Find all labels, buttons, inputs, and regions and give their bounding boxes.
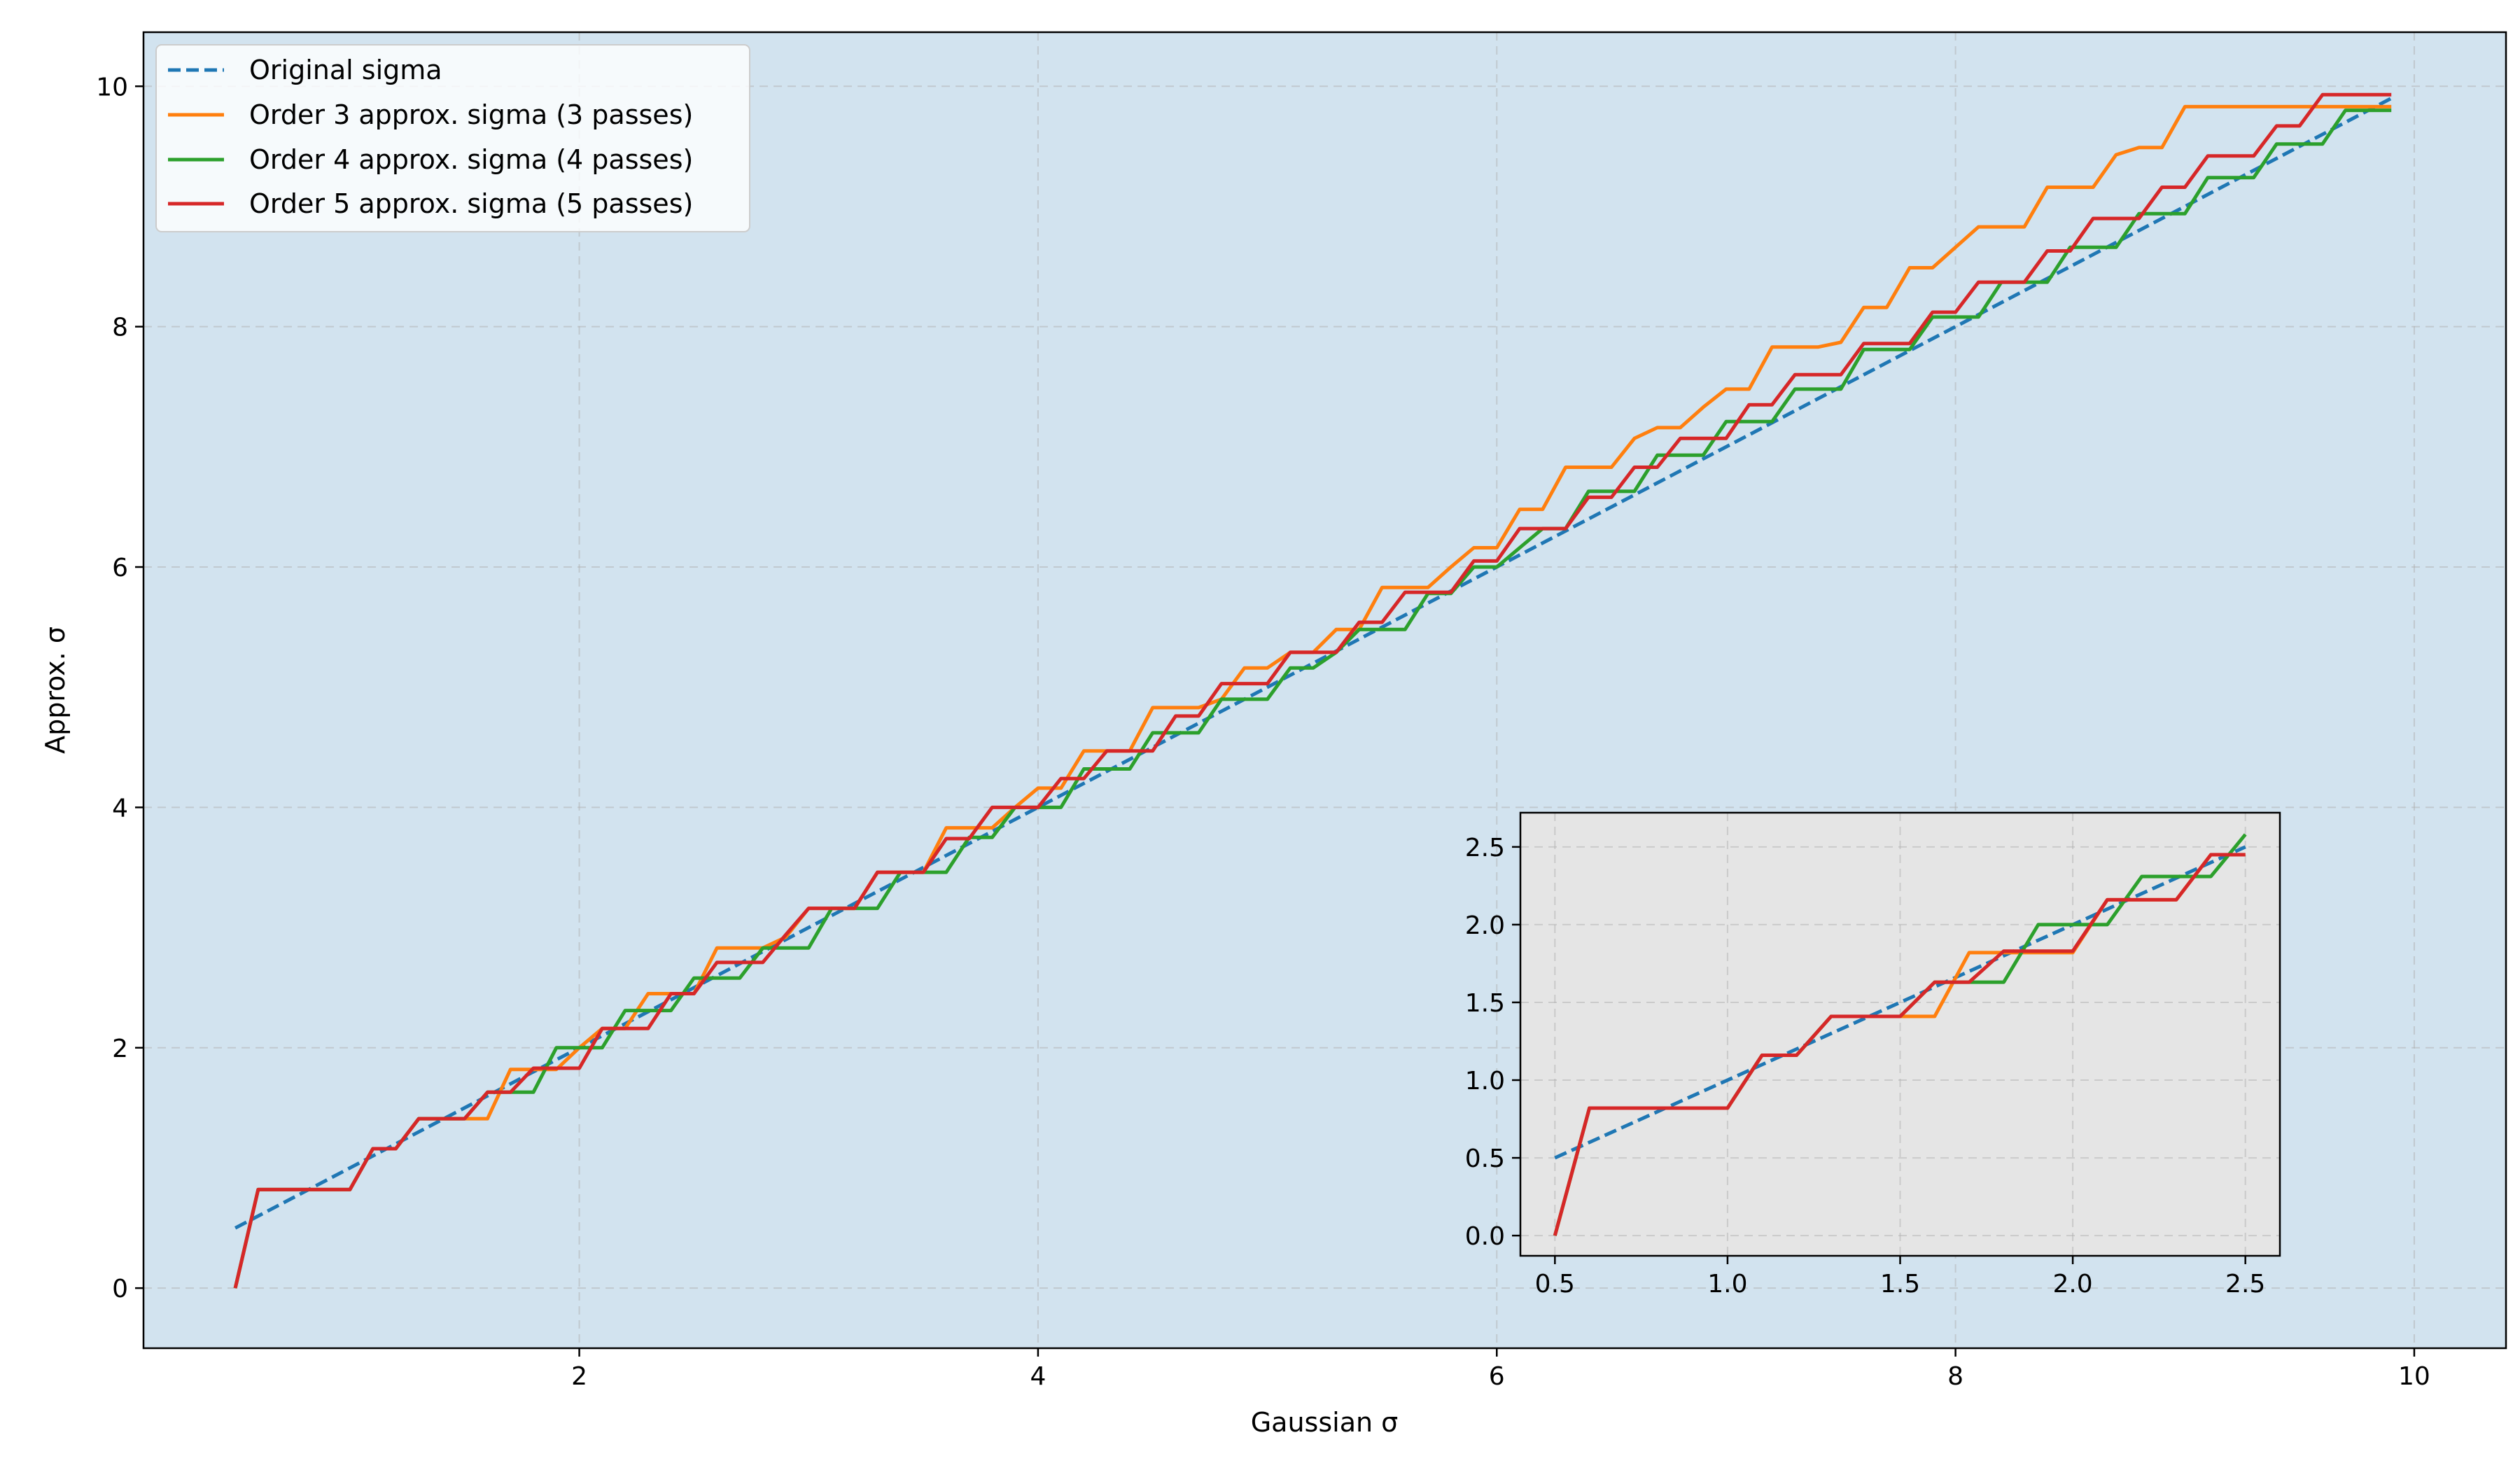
inset-plot-background — [1520, 813, 2280, 1256]
y-tick-label: 0 — [112, 1275, 128, 1303]
y-tick-label: 6 — [112, 554, 128, 582]
x-tick-label: 10 — [2398, 1362, 2430, 1391]
x-tick-label: 8 — [1947, 1362, 1963, 1391]
series-line — [233, 104, 2392, 1289]
x-tick-label: 2 — [571, 1362, 587, 1391]
x-tick-label: 6 — [1489, 1362, 1505, 1391]
legend-label: Order 3 approx. sigma (3 passes) — [249, 99, 693, 130]
legend-label: Original sigma — [249, 55, 442, 85]
legend-box — [155, 44, 750, 232]
inset-gridlines — [1520, 813, 2280, 1256]
inset-plot-area: 0.5 1.0 1.5 2.0 2.5 0.0 0.5 1.0 1.5 2.0 2.5 — [1465, 811, 2281, 1298]
y-tick-label: 8 — [112, 314, 128, 342]
y-tick-label: 0.0 — [1465, 1222, 1505, 1251]
main-y-ticks: 0 2 4 6 8 10 — [96, 73, 144, 1303]
main-plot-frame — [142, 31, 2507, 1350]
legend: Original sigma Order 3 approx. sigma (3 … — [155, 44, 750, 232]
y-tick-label: 1.5 — [1465, 989, 1505, 1018]
series-line — [233, 108, 2392, 1289]
y-axis-label: Approx. σ — [40, 626, 71, 754]
legend-entry: Order 3 approx. sigma (3 passes) — [168, 99, 693, 130]
legend-entry: Order 4 approx. sigma (4 passes) — [168, 144, 693, 175]
inset-x-ticks: 0.5 1.0 1.5 2.0 2.5 — [1535, 1256, 2265, 1298]
y-tick-label: 2.5 — [1465, 834, 1505, 862]
y-tick-label: 0.5 — [1465, 1144, 1505, 1173]
y-tick-label: 2.0 — [1465, 911, 1505, 940]
x-tick-label: 4 — [1030, 1362, 1046, 1391]
main-series-lines — [233, 92, 2393, 1289]
series-line — [1553, 853, 2246, 1236]
y-tick-label: 1.0 — [1465, 1067, 1505, 1096]
x-tick-label: 2.0 — [2052, 1270, 2092, 1298]
inset-y-ticks: 0.0 0.5 1.0 1.5 2.0 2.5 — [1465, 834, 1520, 1251]
x-tick-label: 0.5 — [1535, 1270, 1575, 1298]
y-tick-label: 4 — [112, 794, 128, 822]
x-axis-label: Gaussian σ — [1251, 1407, 1399, 1438]
legend-entry: Order 5 approx. sigma (5 passes) — [168, 188, 693, 219]
legend-label: Order 4 approx. sigma (4 passes) — [249, 144, 693, 175]
inset-series-lines — [1553, 833, 2247, 1236]
series-line — [233, 92, 2392, 1289]
x-tick-label: 1.5 — [1880, 1270, 1920, 1298]
x-tick-label: 2.5 — [2225, 1270, 2265, 1298]
x-tick-label: 1.0 — [1707, 1270, 1747, 1298]
legend-label: Order 5 approx. sigma (5 passes) — [249, 188, 693, 219]
y-tick-label: 2 — [112, 1035, 128, 1063]
legend-entry: Original sigma — [168, 55, 442, 85]
y-tick-label: 10 — [96, 73, 128, 102]
main-x-ticks: 2 4 6 8 10 — [571, 1348, 2430, 1391]
